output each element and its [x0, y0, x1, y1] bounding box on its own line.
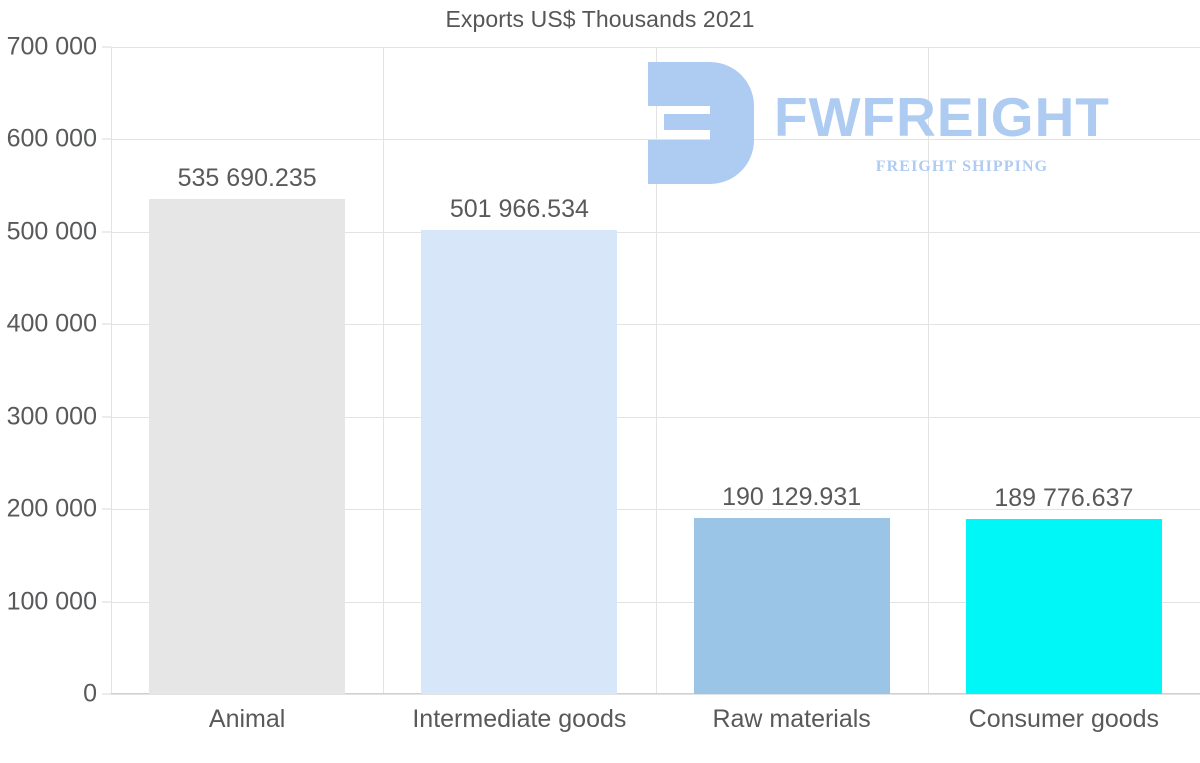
gridline-vertical [656, 47, 657, 694]
bar-consumer-goods[interactable] [965, 518, 1162, 694]
gridline-horizontal [111, 694, 1200, 695]
y-axis-tick-mark [102, 693, 111, 695]
y-axis-tick-mark [102, 231, 111, 233]
bar-value-label: 190 129.931 [722, 483, 862, 512]
y-axis-tick-mark [102, 416, 111, 418]
bar-value-label: 501 966.534 [449, 195, 589, 224]
x-axis-label-consumer-goods: Consumer goods [968, 705, 1160, 733]
y-axis-tick-mark [102, 138, 111, 140]
y-axis-tick-mark [102, 601, 111, 603]
bar-animal[interactable] [149, 198, 346, 694]
y-axis-tick-label: 300 000 [6, 402, 97, 431]
x-axis-label-intermediate-goods: Intermediate goods [412, 705, 627, 733]
x-axis-label-animal: Animal [208, 705, 286, 733]
gridline-horizontal [111, 231, 1200, 233]
gridline-vertical [111, 47, 112, 694]
y-axis-tick-mark [102, 46, 111, 48]
y-axis-tick-label: 600 000 [6, 124, 97, 153]
gridline-vertical [383, 47, 384, 694]
gridline-horizontal [111, 47, 1200, 48]
y-axis-tick-label: 700 000 [6, 32, 97, 61]
y-axis-tick-label: 400 000 [6, 309, 97, 338]
x-axis-label-raw-materials: Raw materials [712, 705, 871, 733]
bar-value-label: 189 776.637 [994, 483, 1134, 512]
bar-intermediate-goods[interactable] [421, 230, 618, 694]
y-axis-tick-label: 100 000 [6, 587, 97, 616]
x-axis-baseline [111, 693, 1200, 694]
gridline-horizontal [111, 416, 1200, 418]
y-axis-tick-mark [102, 323, 111, 325]
gridline-horizontal [111, 324, 1200, 326]
y-axis-tick-label: 500 000 [6, 217, 97, 246]
bar-value-label: 535 690.235 [177, 163, 317, 192]
gridline-horizontal [111, 509, 1200, 511]
y-axis-tick-label: 0 [83, 679, 97, 708]
gridline-vertical [928, 47, 929, 694]
y-axis-tick-mark [102, 508, 111, 510]
gridline-horizontal [111, 601, 1200, 603]
plot-area [111, 47, 1200, 695]
bar-raw-materials[interactable] [693, 518, 890, 694]
chart-title: Exports US$ Thousands 2021 [445, 6, 755, 32]
y-axis-tick-label: 200 000 [6, 494, 97, 523]
